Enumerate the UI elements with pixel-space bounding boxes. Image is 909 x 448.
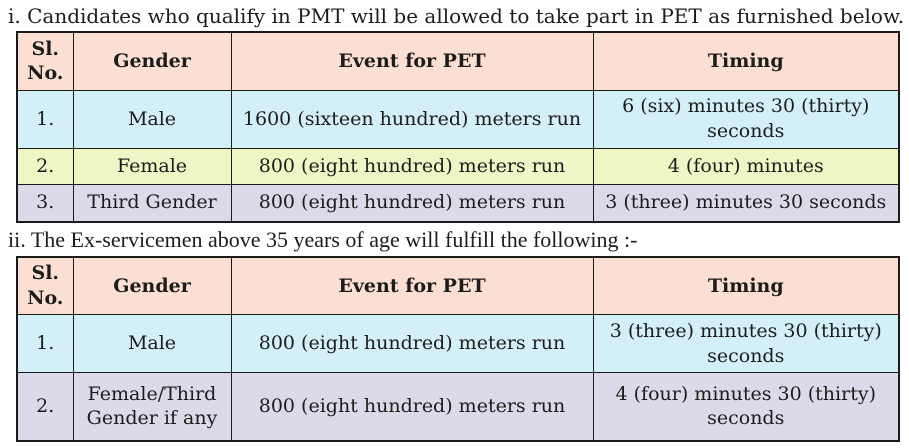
table-row-female: 2. Female 800 (eight hundred) meters run… bbox=[16, 147, 900, 185]
cell-event: 800 (eight hundred) meters run bbox=[230, 183, 594, 223]
cell-sl-no: 1. bbox=[16, 89, 74, 149]
cell-timing: 6 (six) minutes 30 (thirty) seconds bbox=[592, 89, 900, 149]
section-i-heading: i. Candidates who qualify in PMT will be… bbox=[8, 4, 905, 28]
col-header-sl-no: Sl. No. bbox=[16, 31, 74, 91]
cell-gender: Third Gender bbox=[72, 183, 232, 223]
pet-exservicemen-table: Sl. No. Gender Event for PET Timing 1. M… bbox=[16, 255, 900, 442]
table-row-male: 1. Male 800 (eight hundred) meters run 3… bbox=[16, 314, 900, 374]
cell-sl-no: 2. bbox=[16, 147, 74, 185]
cell-gender: Male bbox=[72, 314, 232, 374]
cell-timing: 4 (four) minutes bbox=[592, 147, 900, 185]
cell-timing: 4 (four) minutes 30 (thirty) seconds bbox=[592, 372, 900, 442]
col-header-event: Event for PET bbox=[230, 31, 594, 91]
cell-gender: Male bbox=[72, 89, 232, 149]
cell-gender: Female bbox=[72, 147, 232, 185]
cell-timing: 3 (three) minutes 30 seconds bbox=[592, 183, 900, 223]
col-header-sl-no: Sl. No. bbox=[16, 256, 74, 316]
col-header-gender: Gender bbox=[72, 256, 232, 316]
table-row-third-gender: 3. Third Gender 800 (eight hundred) mete… bbox=[16, 183, 900, 223]
col-header-event: Event for PET bbox=[230, 256, 594, 316]
cell-gender: Female/Third Gender if any bbox=[72, 372, 232, 442]
col-header-timing: Timing bbox=[592, 256, 900, 316]
col-header-gender: Gender bbox=[72, 31, 232, 91]
col-header-timing: Timing bbox=[592, 31, 900, 91]
cell-sl-no: 2. bbox=[16, 372, 74, 442]
table-row-male: 1. Male 1600 (sixteen hundred) meters ru… bbox=[16, 89, 900, 149]
table-header-row: Sl. No. Gender Event for PET Timing bbox=[16, 31, 900, 91]
cell-timing: 3 (three) minutes 30 (thirty) seconds bbox=[592, 314, 900, 374]
section-ii-heading: ii. The Ex-servicemen above 35 years of … bbox=[8, 227, 638, 252]
table-header-row: Sl. No. Gender Event for PET Timing bbox=[16, 256, 900, 316]
table-row-female-third-gender: 2. Female/Third Gender if any 800 (eight… bbox=[16, 372, 900, 442]
cell-event: 800 (eight hundred) meters run bbox=[230, 314, 594, 374]
cell-sl-no: 1. bbox=[16, 314, 74, 374]
cell-event: 800 (eight hundred) meters run bbox=[230, 372, 594, 442]
cell-event: 1600 (sixteen hundred) meters run bbox=[230, 89, 594, 149]
cell-event: 800 (eight hundred) meters run bbox=[230, 147, 594, 185]
pet-qualify-table: Sl. No. Gender Event for PET Timing 1. M… bbox=[16, 31, 900, 223]
cell-sl-no: 3. bbox=[16, 183, 74, 223]
